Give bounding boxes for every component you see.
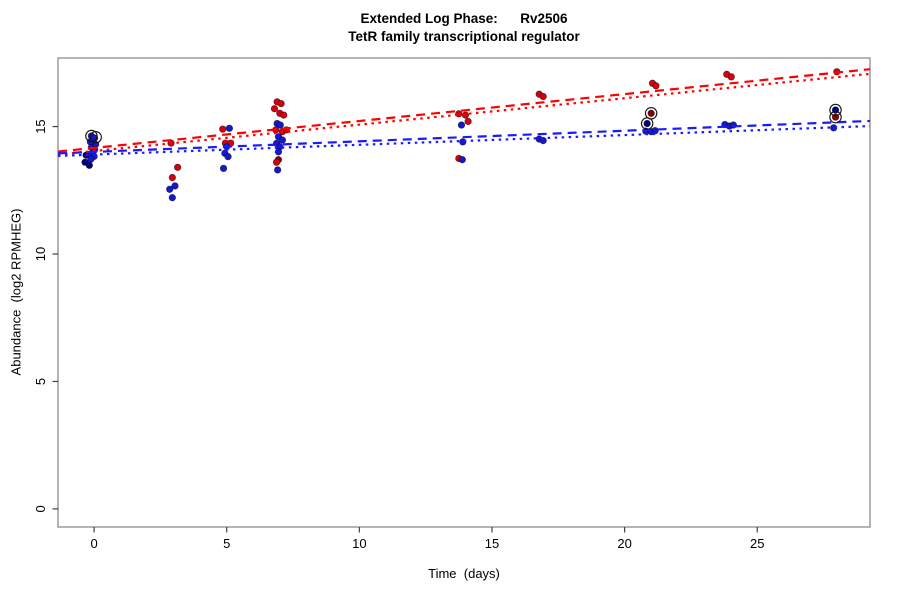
data-point-blue-condition — [171, 182, 179, 190]
data-point-red-condition — [272, 158, 281, 166]
trend-line-red-fit-dashed — [57, 68, 871, 153]
data-point-red-condition — [173, 163, 182, 171]
data-point-blue-condition — [276, 121, 284, 129]
trend-line-blue-fit-dashed — [57, 119, 871, 155]
data-point-red-condition — [219, 125, 227, 133]
y-tick-label: 15 — [33, 119, 48, 133]
x-tick-label: 0 — [90, 536, 97, 551]
x-tick-label: 15 — [485, 536, 499, 551]
data-point-blue-condition — [225, 124, 234, 133]
y-tick-label: 5 — [33, 378, 48, 385]
x-axis-title: Time (days) — [428, 566, 500, 581]
data-point-red-condition — [652, 82, 660, 90]
trend-line-red-fit-dotted — [57, 72, 871, 156]
circled-point-marker — [829, 110, 842, 124]
chart-title: Extended Log Phase: Rv2506 — [360, 11, 568, 26]
data-point-blue-condition — [458, 156, 466, 164]
data-point-red-condition — [168, 173, 176, 182]
data-point-blue-condition — [643, 119, 651, 128]
circled-point-marker — [89, 131, 102, 144]
x-tick-label: 5 — [223, 536, 230, 551]
y-axis-title: Abundance (log2 RPMHEG) — [8, 208, 24, 376]
plot-box — [57, 57, 871, 528]
data-point-blue-condition — [85, 161, 93, 169]
x-tick-label: 20 — [617, 536, 631, 551]
data-point-red-condition — [270, 105, 279, 113]
x-tick-label: 10 — [352, 536, 366, 551]
data-point-blue-condition — [219, 164, 228, 173]
circled-point-marker — [640, 117, 654, 130]
data-point-blue-condition — [278, 136, 287, 144]
data-point-red-condition — [727, 73, 735, 81]
data-point-blue-condition — [224, 152, 232, 161]
y-tick-label: 0 — [33, 505, 48, 512]
data-point-blue-condition — [457, 121, 466, 129]
data-point-red-condition — [539, 92, 547, 101]
data-point-blue-condition — [651, 126, 659, 135]
data-point-blue-condition — [166, 185, 174, 193]
trend-line-blue-fit-dotted — [57, 124, 871, 157]
data-point-blue-condition — [168, 194, 176, 202]
data-point-blue-condition — [273, 166, 282, 174]
circled-point-marker — [829, 103, 842, 117]
data-point-blue-condition — [274, 148, 283, 156]
data-point-red-condition — [464, 117, 472, 126]
y-tick-label: 10 — [33, 247, 48, 261]
chart-subtitle: TetR family transcriptional regulator — [348, 29, 580, 44]
chart-title-block: Extended Log Phase: Rv2506 TetR family t… — [58, 10, 870, 46]
data-point-red-condition — [647, 109, 655, 117]
data-point-red-condition — [280, 111, 288, 119]
data-point-red-condition — [277, 99, 285, 108]
x-tick-label: 25 — [750, 536, 764, 551]
